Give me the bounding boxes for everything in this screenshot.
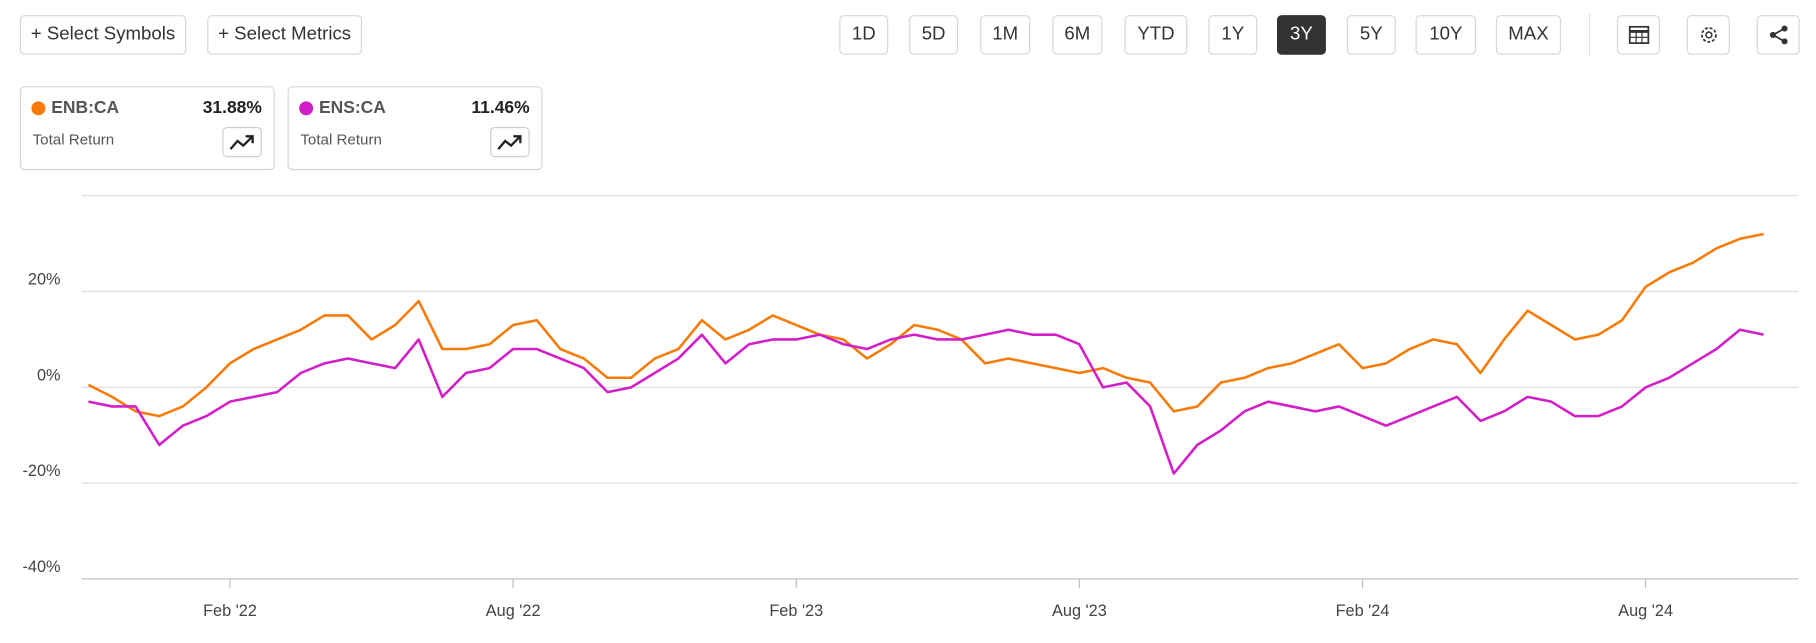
legend-label: ENB:CA [51,97,120,118]
range-button[interactable]: YTD [1124,15,1188,55]
total-return-value: 11.46% [471,97,530,118]
x-tick-label: Aug '22 [486,602,541,620]
y-tick-label: -40% [22,558,60,576]
range-button[interactable]: 3Y [1277,15,1326,55]
gear-icon [1700,27,1717,43]
series-line [87,232,1764,418]
range-button[interactable]: MAX [1495,15,1562,55]
trend-icon [229,135,254,150]
total-return-value: 31.88% [202,97,262,118]
x-tick-label: Feb '22 [203,602,257,620]
range-button[interactable]: 5Y [1346,15,1396,55]
separator [1588,13,1591,56]
x-tick-label: Aug '23 [1052,602,1107,620]
range-button[interactable]: 6M [1052,15,1103,55]
range-button[interactable]: 1M [980,15,1031,55]
legend-card: ENB:CA 31.88% Total Return [19,86,275,171]
share-button[interactable] [1756,15,1800,55]
range-button[interactable]: 1D [839,15,889,55]
metric-label: Total Return [300,130,382,148]
range-button[interactable]: 5D [909,15,959,55]
legend-card: ENS:CA 11.46% Total Return [287,86,543,171]
x-tick-label: Aug '24 [1618,602,1673,620]
series-line [88,328,1764,475]
range-button[interactable]: 1Y [1208,15,1258,55]
settings-button[interactable] [1686,15,1730,55]
legend-marker [299,101,314,116]
select-symbols[interactable]: + Select Symbols [19,15,187,55]
legend-marker [31,101,46,116]
legend-label: ENS:CA [318,97,386,118]
y-tick-label: 0% [37,366,61,384]
chart-toggle[interactable] [222,126,262,158]
share-icon [1769,25,1788,45]
metric-label: Total Return [32,130,115,148]
trend-icon [497,135,522,150]
table-button[interactable] [1616,15,1661,55]
range-button[interactable]: 10Y [1415,15,1477,55]
chart-toggle[interactable] [490,126,530,158]
y-tick-label: 20% [28,271,61,289]
table-icon [1628,25,1649,44]
x-tick-label: Feb '23 [769,602,823,620]
select-metrics[interactable]: + Select Metrics [207,15,363,55]
y-tick-label: -20% [22,462,60,480]
x-tick-label: Feb '24 [1336,602,1390,620]
